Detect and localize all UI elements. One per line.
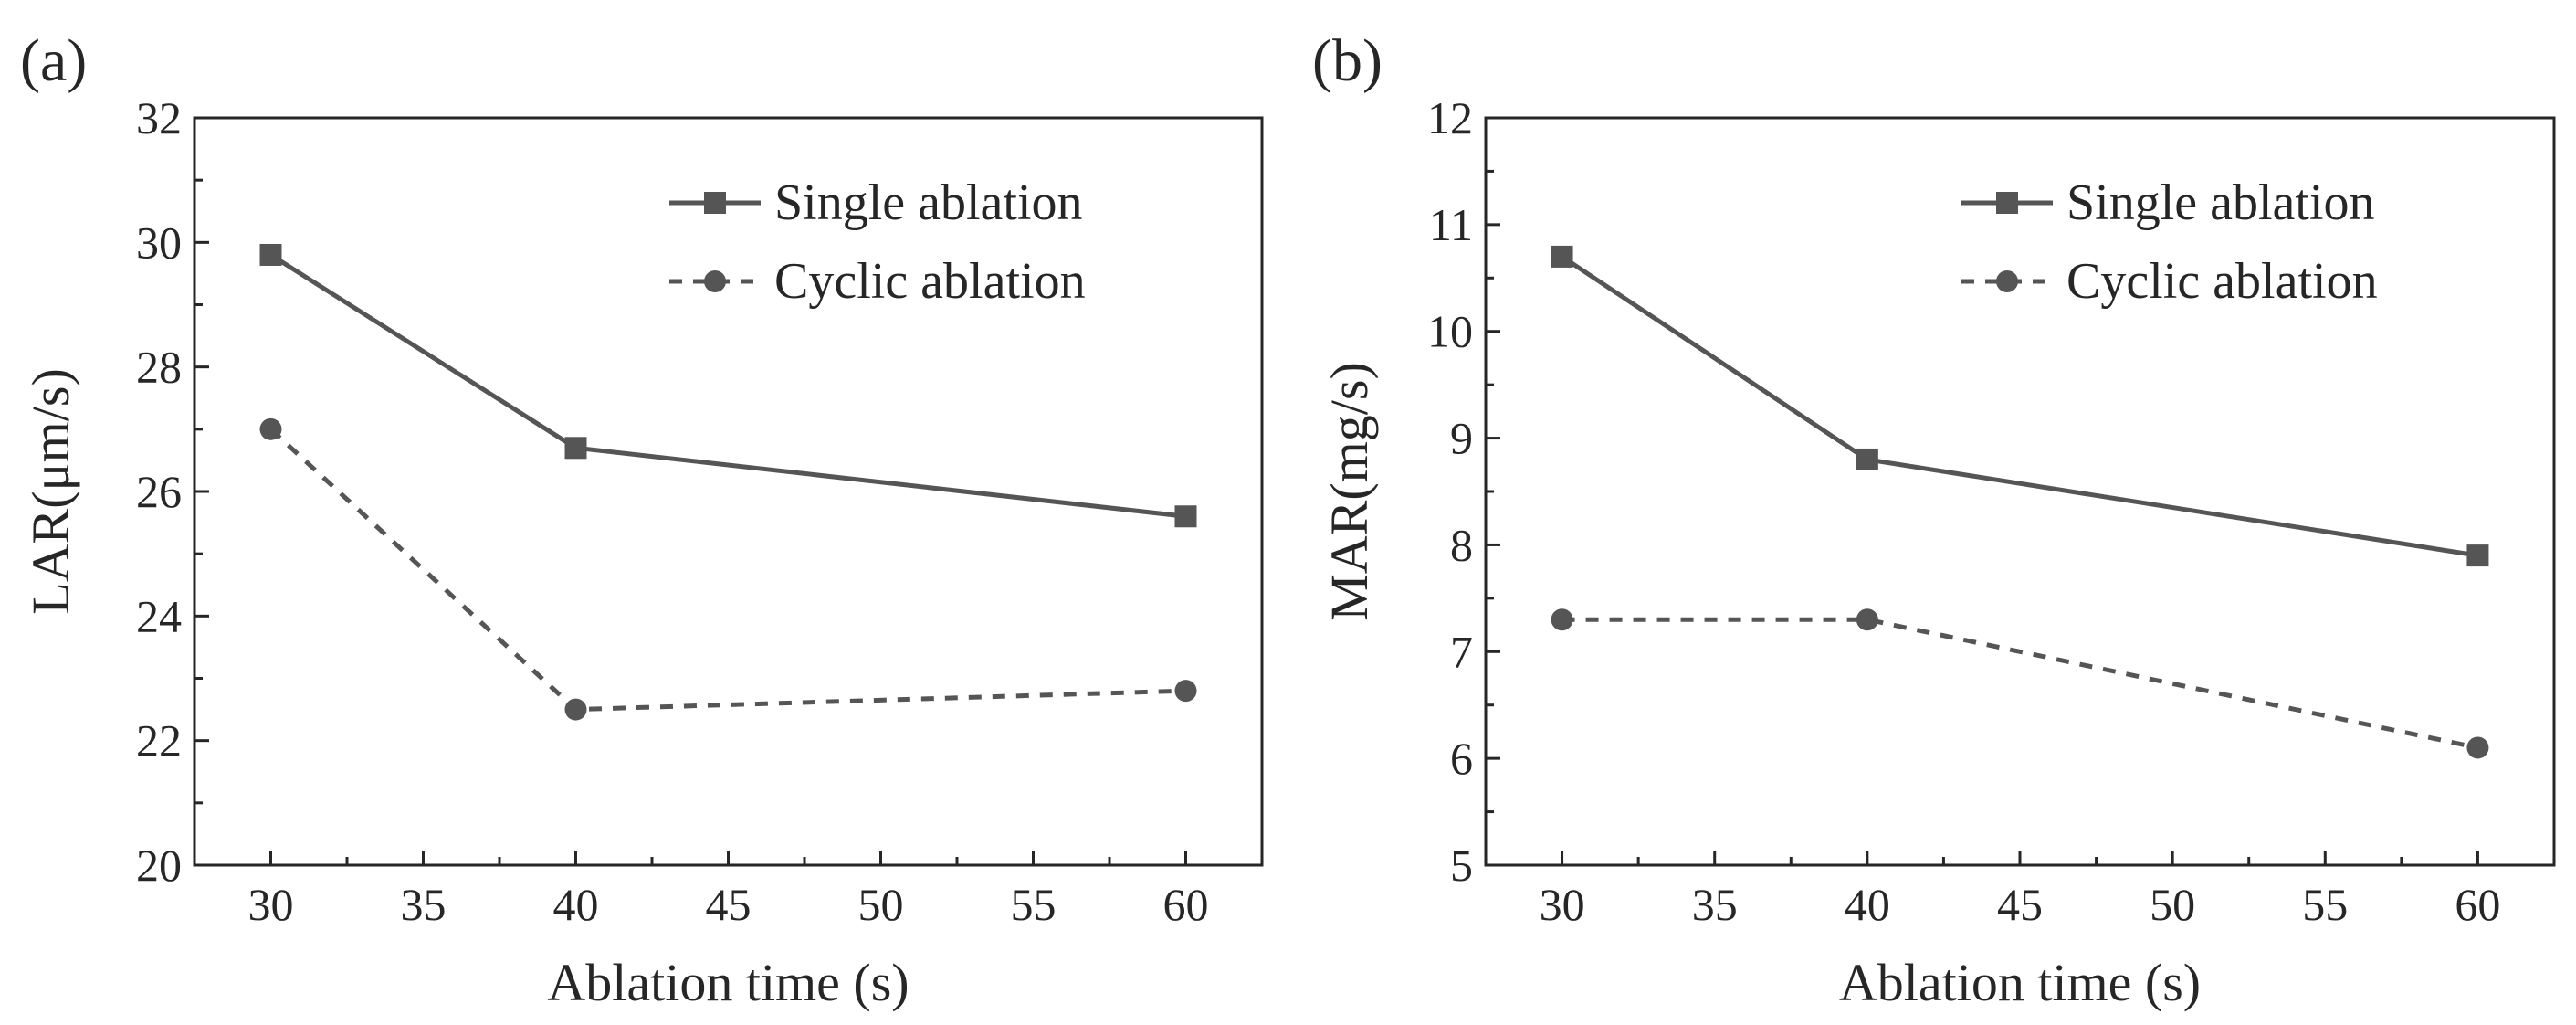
legend-marker-circle — [1996, 270, 2018, 292]
x-tick-label: 40 — [1845, 879, 1890, 930]
x-axis-title: Ablation time (s) — [547, 953, 909, 1012]
x-tick-label: 45 — [706, 879, 752, 930]
legend-entry: Single ablation — [1961, 174, 2375, 231]
x-tick-label: 50 — [858, 879, 904, 930]
data-point-circle — [1551, 608, 1573, 631]
legend-label: Single ablation — [2066, 174, 2375, 231]
y-tick-label: 7 — [1450, 626, 1473, 677]
legend-entry: Single ablation — [669, 174, 1083, 231]
plot-frame — [193, 116, 1264, 867]
legend-marker-square — [1996, 192, 2018, 214]
data-point-square — [259, 243, 282, 266]
x-tick-label: 60 — [2455, 879, 2500, 930]
y-tick-label: 5 — [1450, 840, 1473, 891]
x-tick-label: 45 — [1997, 879, 2043, 930]
x-tick-label: 30 — [248, 879, 294, 930]
x-tick-label: 60 — [1163, 879, 1209, 930]
data-point-circle — [1174, 680, 1197, 703]
y-tick-label: 10 — [1427, 306, 1473, 357]
y-axis-title: LAR(μm/s) — [21, 368, 80, 615]
chart-panel-a: 30 35 40 45 50 55 60 20 22 24 26 28 30 32 Ablation tim… — [20, 27, 1264, 1012]
y-tick-label: 11 — [1429, 199, 1473, 250]
legend-label: Cyclic ablation — [774, 253, 1086, 310]
plot-frame — [1484, 116, 2556, 867]
x-tick-label: 35 — [1692, 879, 1738, 930]
series-single-ablation — [1551, 245, 2489, 567]
series-line — [1561, 617, 2478, 750]
data-point-square — [2466, 544, 2489, 567]
y-tick-label: 30 — [136, 217, 182, 268]
y-tick-label: 32 — [136, 92, 182, 143]
legend-entry: Cyclic ablation — [669, 253, 1086, 310]
x-tick-label: 50 — [2150, 879, 2195, 930]
y-tick-label: 24 — [136, 590, 182, 641]
panel-label: (a) — [20, 27, 87, 94]
data-point-square — [1551, 245, 1573, 268]
data-point-circle — [2466, 736, 2489, 759]
series-single-ablation — [259, 243, 1197, 528]
x-tick-label: 35 — [401, 879, 447, 930]
series-cyclic-ablation — [1551, 608, 2489, 759]
panel-label: (b) — [1312, 27, 1383, 94]
data-point-square — [564, 437, 587, 460]
y-tick-label: 22 — [136, 715, 182, 766]
chart-panel-b: 30 35 40 45 50 55 60 5 6 7 8 9 10 11 12 Ablation time (… — [1312, 27, 2556, 1012]
y-tick-label: 12 — [1427, 92, 1473, 143]
legend: Single ablation Cyclic ablation — [669, 174, 1086, 310]
x-axis-title: Ablation time (s) — [1839, 953, 2201, 1012]
y-tick-label: 20 — [136, 840, 182, 891]
y-tick-label: 8 — [1450, 519, 1473, 570]
data-point-square — [1856, 448, 1878, 470]
data-point-square — [1174, 505, 1197, 528]
data-point-circle — [1856, 608, 1878, 631]
y-tick-label: 6 — [1450, 733, 1473, 784]
data-point-circle — [564, 698, 587, 721]
x-tick-label: 55 — [2302, 879, 2348, 930]
y-tick-label: 9 — [1450, 413, 1473, 464]
x-tick-label: 30 — [1540, 879, 1585, 930]
data-point-circle — [259, 417, 282, 440]
legend-marker-circle — [704, 270, 726, 292]
legend-marker-square — [704, 192, 726, 214]
legend-label: Cyclic ablation — [2066, 253, 2378, 310]
y-axis-title: MAR(mg/s) — [1320, 362, 1379, 621]
legend-entry: Cyclic ablation — [1961, 253, 2378, 310]
y-tick-label: 28 — [136, 342, 182, 393]
y-tick-label: 26 — [136, 466, 182, 517]
x-tick-label: 40 — [553, 879, 599, 930]
x-tick-label: 55 — [1011, 879, 1057, 930]
legend-label: Single ablation — [774, 174, 1083, 231]
legend: Single ablation Cyclic ablation — [1961, 174, 2378, 310]
series-cyclic-ablation — [259, 417, 1197, 721]
series-line — [268, 427, 1186, 713]
